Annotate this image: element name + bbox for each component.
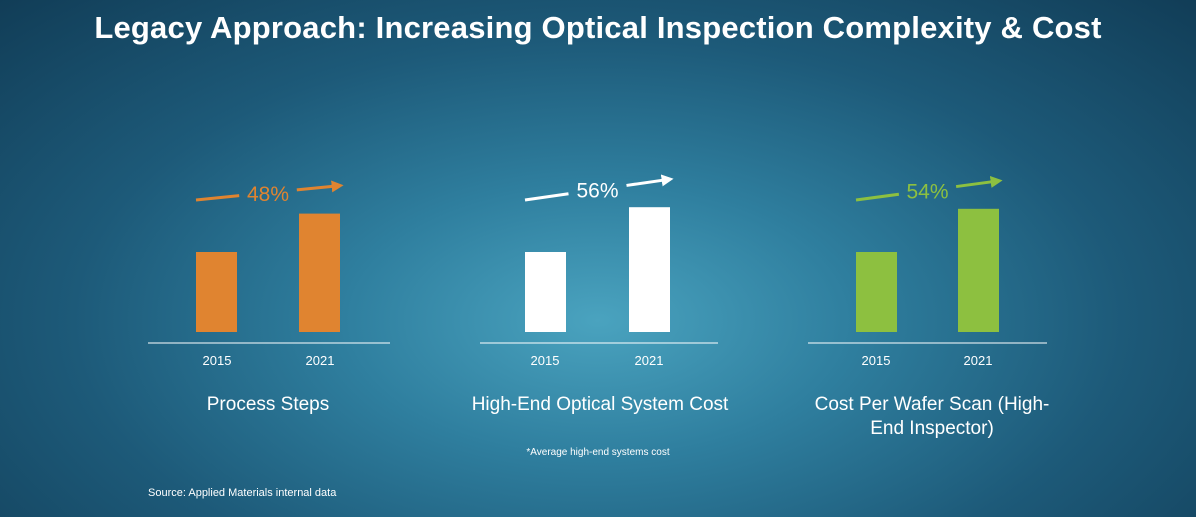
growth-arrow-head xyxy=(296,180,344,193)
bar-2015 xyxy=(856,252,897,332)
growth-arrow-tail xyxy=(855,192,900,202)
chart-cost-per-wafer: 2015 2021 54% xyxy=(808,175,1047,368)
chart-system-cost: 2015 2021 56% xyxy=(480,174,718,368)
bar-2021 xyxy=(629,207,670,332)
growth-arrow-tail xyxy=(195,194,240,202)
growth-label: 56% xyxy=(576,180,618,203)
tick-label: 2021 xyxy=(306,353,335,368)
tick-label: 2015 xyxy=(862,353,891,368)
page-title: Legacy Approach: Increasing Optical Insp… xyxy=(94,10,1102,45)
bar-2021 xyxy=(958,208,999,332)
tick-label: 2021 xyxy=(964,353,993,368)
source-note: Source: Applied Materials internal data xyxy=(148,487,337,499)
growth-arrow-tail xyxy=(524,192,569,202)
growth-label: 54% xyxy=(906,180,948,203)
bar-2021 xyxy=(299,213,340,332)
tick-label: 2015 xyxy=(203,353,232,368)
chart-label-system-cost: High-End Optical System Cost xyxy=(471,394,729,415)
growth-arrow-head xyxy=(955,175,1003,189)
tick-label: 2021 xyxy=(635,353,664,368)
chart-process-steps: 2015 2021 48% xyxy=(148,180,390,368)
chart-label-process-steps: Process Steps xyxy=(206,394,330,415)
growth-label: 48% xyxy=(247,183,289,206)
chart-label-cost-per-wafer: Cost Per Wafer Scan (High-End Inspector) xyxy=(814,394,1050,439)
bar-2015 xyxy=(196,252,237,332)
bar-2015 xyxy=(525,252,566,332)
system-cost-footnote: *Average high-end systems cost xyxy=(526,447,670,458)
growth-arrow-head xyxy=(626,174,674,187)
tick-label: 2015 xyxy=(531,353,560,368)
